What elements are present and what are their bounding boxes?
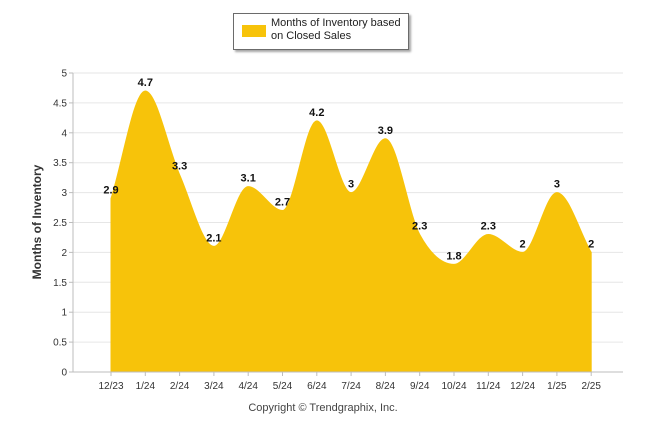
data-label: 2 (588, 238, 594, 250)
data-label: 2.3 (481, 220, 496, 232)
legend: Months of Inventory based on Closed Sale… (233, 13, 409, 50)
y-tick-label: 4.5 (53, 98, 67, 109)
y-tick-label: 2.5 (53, 218, 67, 229)
x-tick-label: 7/24 (341, 381, 361, 392)
x-axis-tick-labels: 12/23 1/24 2/24 3/24 4/24 5/24 6/24 7/24 8/24 9/2… (98, 381, 601, 392)
data-label: 1.8 (446, 250, 461, 262)
y-tick-label: 2 (61, 248, 67, 259)
y-axis-title: Months of Inventory (30, 164, 44, 279)
axes (69, 72, 623, 376)
x-tick-label: 4/24 (238, 381, 258, 392)
x-tick-label: 2/24 (170, 381, 190, 392)
data-label: 2.7 (275, 197, 290, 209)
x-tick-label: 10/24 (441, 381, 466, 392)
data-label: 3 (348, 179, 354, 191)
area-series (110, 90, 592, 373)
data-label: 2.3 (412, 220, 427, 232)
x-tick-label: 6/24 (307, 381, 327, 392)
y-tick-label: 1.5 (53, 278, 67, 289)
data-label: 2.9 (103, 185, 118, 197)
data-label: 3.3 (172, 161, 187, 173)
x-tick-label: 11/24 (476, 381, 501, 392)
data-label: 3.9 (378, 125, 393, 137)
y-tick-label: 3 (61, 188, 67, 199)
y-tick-label: 1 (61, 308, 67, 319)
data-label: 4.7 (138, 77, 153, 89)
x-tick-label: 9/24 (410, 381, 430, 392)
x-tick-label: 8/24 (376, 381, 396, 392)
data-label: 3.1 (241, 173, 256, 185)
y-tick-label: 3.5 (53, 158, 67, 169)
y-tick-label: 0.5 (53, 338, 67, 349)
y-tick-label: 4 (61, 128, 67, 139)
x-tick-label: 1/25 (547, 381, 567, 392)
data-label: 3 (554, 179, 560, 191)
copyright-footer: Copyright © Trendgraphix, Inc. (248, 402, 398, 414)
x-tick-label: 12/23 (98, 381, 123, 392)
x-tick-label: 12/24 (510, 381, 535, 392)
x-tick-label: 5/24 (273, 381, 293, 392)
data-label: 4.2 (309, 107, 324, 119)
x-tick-label: 3/24 (204, 381, 224, 392)
x-tick-label: 1/24 (136, 381, 156, 392)
y-axis-tick-labels: 0 0.5 1 1.5 2 2.5 3 3.5 4 4.5 5 (53, 69, 67, 379)
legend-swatch (242, 25, 266, 37)
data-label: 2 (520, 238, 526, 250)
data-label: 2.1 (206, 232, 221, 244)
x-tick-label: 2/25 (581, 381, 601, 392)
y-tick-label: 0 (61, 368, 67, 379)
y-tick-label: 5 (61, 69, 67, 80)
legend-label: Months of Inventory based on Closed Sale… (271, 17, 401, 42)
series-area (110, 90, 592, 373)
data-labels: 2.9 4.7 3.3 2.1 3.1 2.7 4.2 3 3.9 2.3 1.8 2.3 2 3 2 (103, 77, 594, 262)
